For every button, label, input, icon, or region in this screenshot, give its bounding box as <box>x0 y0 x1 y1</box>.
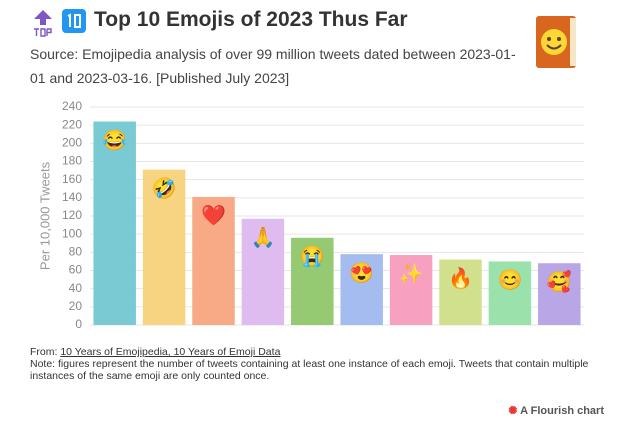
bar <box>241 218 285 325</box>
bar <box>340 254 383 325</box>
y-tick-label: 200 <box>62 136 82 150</box>
bar-emoji-label: 🔥 <box>448 266 473 290</box>
bar <box>488 261 532 325</box>
bar-emoji-label: ✨ <box>399 262 424 285</box>
y-tick-label: 20 <box>69 299 83 313</box>
ten-icon <box>62 9 86 33</box>
source-link[interactable]: 10 Years of Emojipedia, 10 Years of Emoj… <box>60 346 281 358</box>
y-tick-label: 40 <box>69 281 83 295</box>
bar <box>538 263 581 325</box>
bar-emoji-label: 🙏 <box>250 226 275 249</box>
chart-title: Top 10 Emojis of 2023 Thus Far <box>94 8 408 31</box>
y-tick-label: 60 <box>69 263 83 277</box>
bar <box>142 169 186 325</box>
top-icon <box>32 10 54 37</box>
source-label: From: <box>30 346 58 358</box>
bar <box>389 255 433 325</box>
y-tick-label: 80 <box>69 245 83 259</box>
footer: From: 10 Years of Emojipedia, 10 Years o… <box>30 346 605 382</box>
note: Note: figures represent the number of tw… <box>30 358 589 382</box>
y-tick-label: 100 <box>62 226 82 240</box>
y-tick-label: 180 <box>62 154 82 168</box>
bar <box>439 259 482 325</box>
chart-subtitle: Source: Emojipedia analysis of over 99 m… <box>30 46 516 86</box>
bar-emoji-label: 🥰 <box>547 270 572 294</box>
bar-emoji-label: 😍 <box>349 261 374 284</box>
bar-emoji-label: 😭 <box>300 245 325 268</box>
bar-emoji-label: 😂 <box>102 129 127 152</box>
y-tick-label: 0 <box>75 317 82 331</box>
y-axis-label: Per 10,000 Tweets <box>37 161 52 270</box>
y-tick-label: 220 <box>62 117 82 131</box>
book-icon <box>536 16 576 68</box>
bar <box>291 237 334 325</box>
bar <box>192 196 235 325</box>
credit[interactable]: ✺ A Flourish chart <box>508 405 604 417</box>
chart: Per 10,000 Tweets 0 20 40 60 80 100 120 140 160 1… <box>37 99 584 331</box>
y-tick-label: 160 <box>62 172 82 186</box>
y-tick-label: 120 <box>62 208 82 222</box>
bar <box>93 121 136 326</box>
y-tick-label: 140 <box>62 190 82 204</box>
bar-emoji-label: 🤣 <box>151 176 177 201</box>
y-tick-label: 240 <box>62 99 82 113</box>
bar-emoji-label: ❤️ <box>201 204 226 227</box>
credit-text[interactable]: A Flourish chart <box>520 405 604 417</box>
bar-emoji-label: 😊 <box>497 269 522 292</box>
